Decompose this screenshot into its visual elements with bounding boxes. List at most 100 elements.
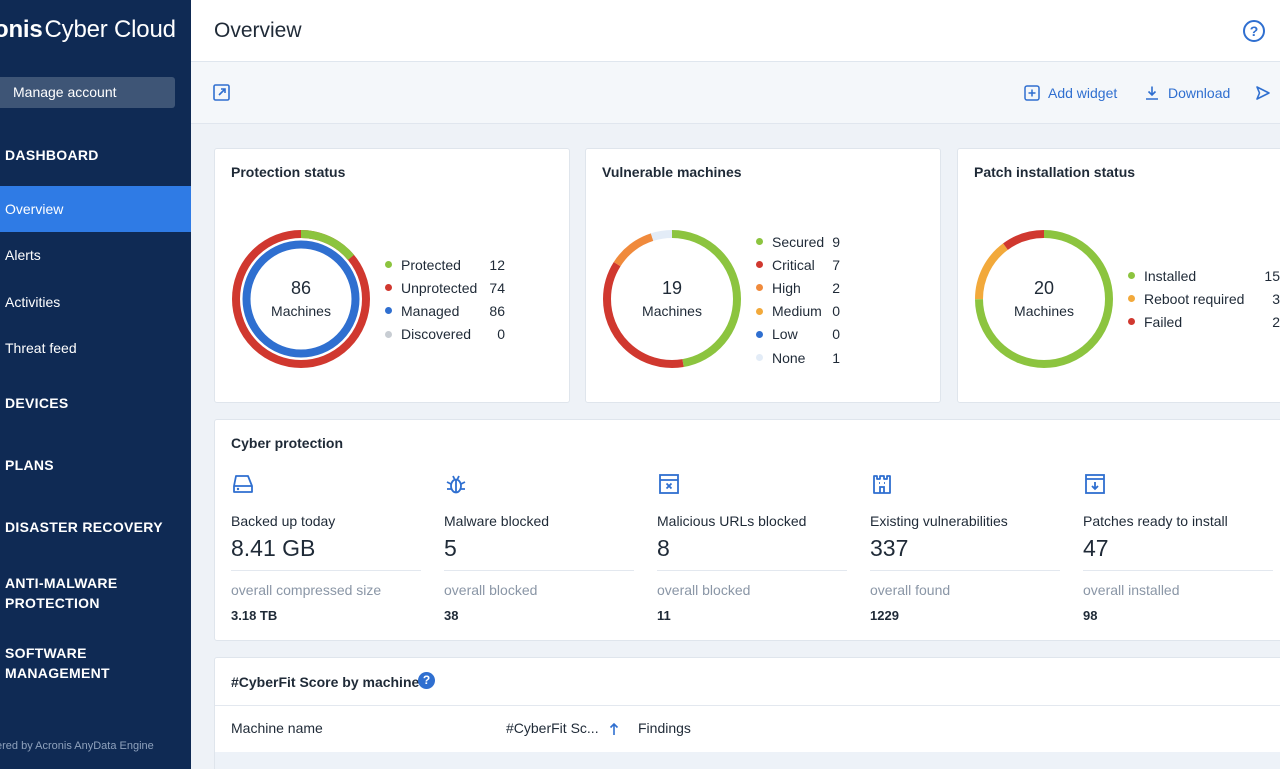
sidebar: onisCyber Cloud Manage account DASHBOARD… [0, 0, 191, 769]
cp-sub-label: overall blocked [444, 582, 538, 598]
legend-item-installed[interactable]: Installed 15 [1128, 264, 1280, 287]
legend-item-medium[interactable]: Medium 0 [756, 300, 840, 323]
legend-item-high[interactable]: High 2 [756, 276, 840, 299]
legend-name: Medium [772, 303, 822, 320]
protection-legend: Protected 12 Unprotected 74 Managed 86 D… [385, 253, 505, 346]
sidebar-item-alerts[interactable]: Alerts [5, 247, 41, 263]
column-header-findings[interactable]: Findings [638, 720, 691, 736]
page-header: Overview ? [191, 0, 1280, 62]
cp-total: 38 [444, 608, 459, 623]
legend-item-critical[interactable]: Critical 7 [756, 253, 840, 276]
nav-section-plans[interactable]: PLANS [5, 457, 54, 473]
cp-urls-blocked: Malicious URLs blocked 8 overall blocked… [657, 472, 847, 623]
legend-name: Installed [1144, 267, 1197, 284]
legend-value: 15 [1264, 267, 1280, 284]
widget-title: Protection status [231, 164, 346, 180]
vulnerable-center: 19 Machines [602, 278, 742, 319]
legend-item-secured[interactable]: Secured 9 [756, 230, 840, 253]
legend-value: 9 [832, 233, 840, 250]
cp-sub-label: overall found [870, 582, 951, 598]
legend-item-reboot-required[interactable]: Reboot required 3 [1128, 287, 1280, 310]
sidebar-item-activities[interactable]: Activities [5, 294, 61, 310]
cp-total: 11 [657, 608, 671, 623]
nav-section-dashboard[interactable]: DASHBOARD [5, 147, 99, 163]
sidebar-item-threat-feed[interactable]: Threat feed [5, 340, 77, 356]
legend-name: Reboot required [1144, 290, 1245, 307]
page-title: Overview [214, 19, 302, 42]
legend-name: Managed [401, 302, 460, 319]
brand-logo: onisCyber Cloud [0, 16, 176, 44]
divider [1083, 570, 1273, 571]
bug-icon [446, 475, 466, 494]
cp-value: 8 [657, 535, 670, 561]
hard-drive-icon [233, 475, 253, 493]
cp-patches-ready: Patches ready to install 47 overall inst… [1083, 472, 1273, 623]
sidebar-item-overview[interactable]: Overview [0, 186, 191, 232]
legend-name: Discovered [401, 326, 472, 343]
download-label: Download [1168, 85, 1231, 101]
castle-icon [873, 475, 891, 494]
vulnerable-machines-widget: Vulnerable machines 19 Machines Secured … [585, 148, 941, 403]
legend-dot [385, 330, 392, 338]
legend-dot [1128, 318, 1135, 326]
question-icon[interactable]: ? [418, 672, 435, 689]
patch-donut-chart [975, 230, 1113, 368]
add-widget-label: Add widget [1048, 85, 1118, 101]
expand-icon[interactable] [213, 84, 230, 101]
patch-download-icon [1085, 474, 1105, 494]
legend-value: 3 [1272, 290, 1280, 307]
cp-value: 337 [870, 535, 909, 561]
legend-item-managed[interactable]: Managed 86 [385, 299, 505, 322]
cp-label: Patches ready to install [1083, 513, 1228, 529]
cp-malware-blocked: Malware blocked 5 overall blocked 38 [444, 472, 634, 623]
blocked-url-icon [659, 474, 679, 494]
nav-section-anti-malware-line1: ANTI-MALWARE [5, 575, 118, 591]
manage-account-button[interactable]: Manage account [0, 77, 175, 108]
nav-section-anti-malware[interactable]: ANTI-MALWARE PROTECTION [5, 573, 117, 613]
patch-installation-widget: Patch installation status 20 Machines In… [957, 148, 1280, 403]
legend-name: Low [772, 326, 798, 343]
table-row[interactable] [215, 752, 1280, 769]
nav-section-software-line1: SOFTWARE [5, 645, 87, 661]
center-label: Machines [1014, 303, 1074, 319]
help-icon[interactable]: ? [1243, 20, 1265, 42]
divider [657, 570, 847, 571]
brand-name-part1: onis [0, 16, 43, 43]
sort-ascending-icon[interactable] [609, 722, 619, 736]
legend-item-discovered[interactable]: Discovered 0 [385, 323, 505, 346]
legend-value: 74 [489, 279, 505, 296]
nav-section-software-line2: MANAGEMENT [5, 665, 110, 681]
legend-item-unprotected[interactable]: Unprotected 74 [385, 276, 505, 299]
center-value: 20 [1033, 278, 1055, 298]
download-button[interactable]: Download [1144, 82, 1230, 104]
send-icon[interactable] [1255, 85, 1271, 101]
legend-value: 7 [832, 256, 840, 273]
widget-title: Patch installation status [974, 164, 1136, 180]
vulnerable-donut-chart [603, 230, 741, 368]
legend-dot [756, 354, 763, 362]
cp-label: Malware blocked [444, 513, 550, 529]
legend-dot [756, 261, 763, 269]
protection-status-widget: Protection status 86 Machines Protected … [214, 148, 570, 403]
legend-dot [756, 307, 763, 315]
legend-item-failed[interactable]: Failed 2 [1128, 310, 1280, 333]
nav-section-software-management[interactable]: SOFTWARE MANAGEMENT [5, 643, 110, 683]
add-widget-button[interactable]: Add widget [1024, 82, 1117, 104]
legend-item-protected[interactable]: Protected 12 [385, 253, 505, 276]
nav-section-disaster-recovery[interactable]: DISASTER RECOVERY [5, 519, 163, 535]
cp-label: Malicious URLs blocked [657, 513, 807, 529]
nav-section-devices[interactable]: DEVICES [5, 395, 69, 411]
legend-value: 12 [489, 256, 505, 273]
column-header-cyberfit-score[interactable]: #CyberFit Sc... [506, 720, 599, 736]
legend-item-low[interactable]: Low 0 [756, 323, 840, 346]
cp-value: 5 [444, 535, 457, 561]
vulnerable-legend: Secured 9 Critical 7 High 2 Medium 0 Low… [756, 230, 840, 369]
legend-value: 2 [832, 279, 840, 296]
legend-dot [1128, 295, 1135, 303]
brand-name-part2: Cyber Cloud [44, 16, 176, 43]
legend-item-none[interactable]: None 1 [756, 346, 840, 369]
legend-value: 0 [832, 303, 840, 320]
legend-name: Failed [1144, 313, 1183, 330]
column-header-machine-name[interactable]: Machine name [231, 720, 323, 736]
center-label: Machines [642, 303, 702, 319]
